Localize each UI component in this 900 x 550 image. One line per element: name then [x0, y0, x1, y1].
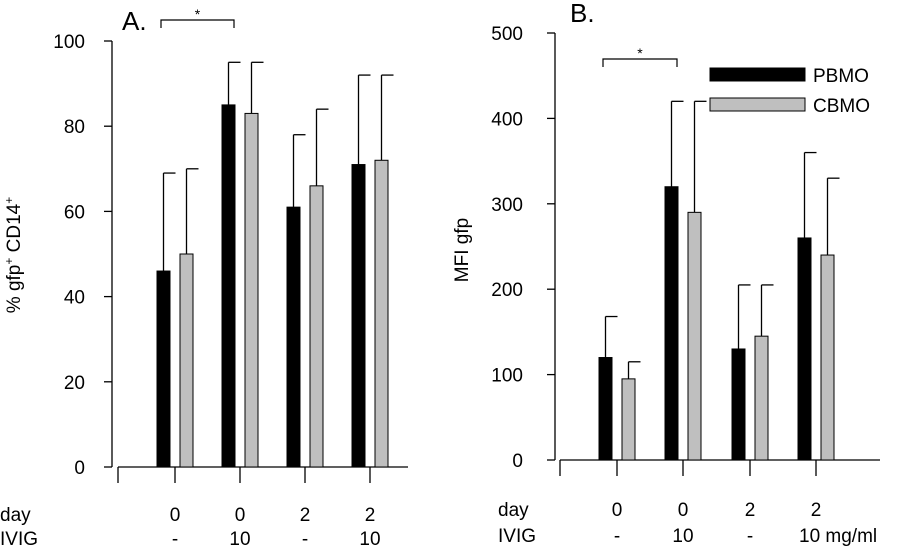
x-row-label-ivig: IVIG	[498, 526, 536, 547]
y-tick-label: 80	[64, 117, 85, 138]
bar	[156, 270, 171, 468]
significance-bracket	[602, 58, 678, 67]
x-tick-label-day: 0	[235, 505, 246, 526]
x-tick-label-ivig: -	[302, 529, 308, 550]
y-tick-label: 0	[512, 451, 523, 472]
x-row-label-day: day	[498, 500, 529, 521]
y-tick-label: 60	[64, 202, 85, 223]
bar	[244, 112, 259, 468]
bar	[351, 164, 366, 468]
panel-label: A.	[122, 6, 147, 36]
significance-label: *	[637, 45, 643, 61]
y-tick-label: 0	[74, 458, 85, 479]
y-tick-label: 100	[491, 366, 523, 387]
y-tick-label: 100	[53, 32, 85, 53]
x-tick-label-ivig: -	[172, 529, 178, 550]
x-tick-label-day: 2	[745, 500, 756, 521]
x-tick-label-day: 2	[300, 505, 311, 526]
bar	[598, 357, 613, 461]
y-axis-title-part: CD14	[4, 203, 25, 257]
panel-label: B.	[570, 0, 595, 28]
x-tick-label-ivig: -	[614, 526, 620, 547]
bar	[797, 237, 812, 461]
x-tick-label-day: 2	[811, 500, 822, 521]
significance-label: *	[195, 6, 201, 22]
x-row-label-day: day	[0, 505, 31, 526]
bar	[664, 186, 679, 461]
legend-swatch	[709, 67, 806, 82]
bar	[374, 159, 389, 468]
x-tick-label-ivig: 10	[359, 529, 380, 550]
significance-bracket	[160, 19, 235, 28]
legend-label: CBMO	[813, 96, 870, 117]
bar	[731, 348, 746, 461]
y-axis-title: MFI gfp	[452, 218, 473, 282]
bar	[687, 211, 702, 461]
bar	[179, 253, 194, 468]
bar	[754, 335, 769, 461]
bar	[309, 185, 324, 468]
y-axis-title-part: % gfp	[4, 265, 25, 314]
y-axis-title-superscript: +	[2, 258, 16, 265]
x-tick-label-day: 0	[612, 500, 623, 521]
y-tick-label: 400	[491, 109, 523, 130]
x-tick-label-ivig: 10	[229, 529, 250, 550]
x-tick-label-ivig: 10 mg/ml	[799, 526, 877, 547]
y-tick-label: 300	[491, 195, 523, 216]
legend-label: PBMO	[813, 66, 869, 87]
bar	[221, 104, 236, 468]
y-tick-label: 500	[491, 24, 523, 45]
y-tick-label: 20	[64, 373, 85, 394]
x-tick-label-ivig: -	[747, 526, 753, 547]
bar	[621, 378, 636, 461]
y-axis-title: % gfp+ CD14+	[2, 197, 25, 313]
x-tick-label-day: 0	[170, 505, 181, 526]
y-tick-label: 200	[491, 280, 523, 301]
bar	[820, 254, 835, 461]
y-tick-label: 40	[64, 288, 85, 309]
x-tick-label-day: 2	[365, 505, 376, 526]
bar	[286, 206, 301, 468]
legend-swatch	[709, 97, 806, 112]
x-tick-label-ivig: 10	[672, 526, 693, 547]
chart-panel-b: B. 0 100 200 300 400 500 MFI gfp * day IVIG 0 0 2 2 - 10…	[452, 0, 880, 547]
y-axis-title-superscript: +	[2, 197, 16, 204]
y-axis-title-part: MFI gfp	[452, 218, 473, 282]
x-tick-label-day: 0	[678, 500, 689, 521]
x-row-label-ivig: IVIG	[0, 529, 38, 550]
